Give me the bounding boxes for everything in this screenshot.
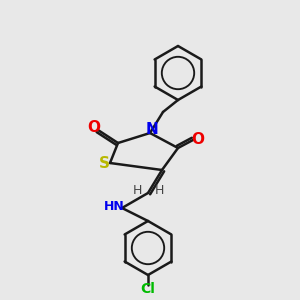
Text: O: O <box>88 121 100 136</box>
Text: N: N <box>146 122 158 137</box>
Text: S: S <box>98 155 110 170</box>
Text: H: H <box>132 184 142 197</box>
Text: O: O <box>191 131 205 146</box>
Text: Cl: Cl <box>141 282 155 296</box>
Text: H: H <box>154 184 164 197</box>
Text: HN: HN <box>103 200 124 212</box>
